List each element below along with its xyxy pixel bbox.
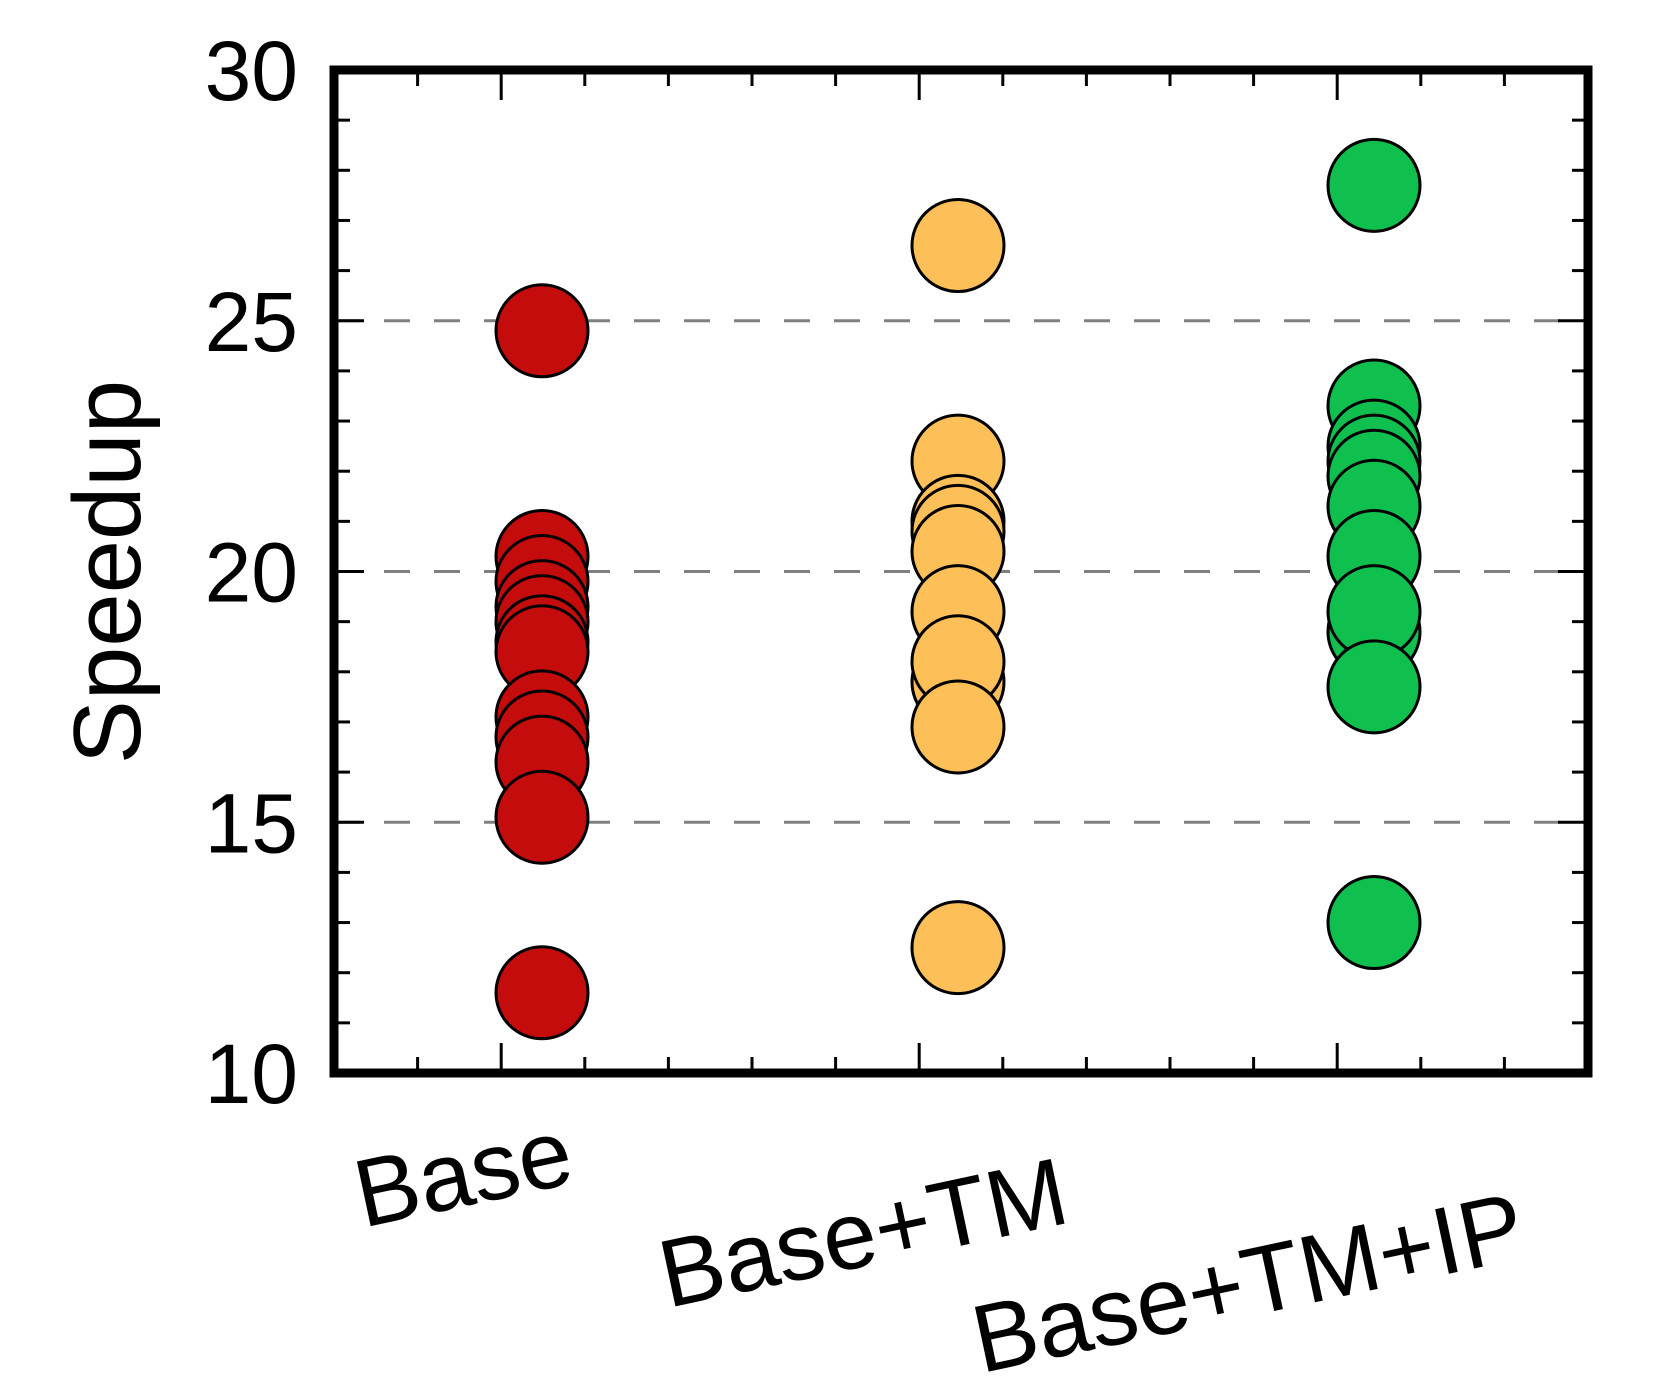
y-axis-title: Speedup [54,380,161,764]
data-point-0-0 [494,283,590,379]
data-points [494,137,1422,1041]
data-point-1-0 [910,198,1006,294]
y-tick-label-15: 15 [205,776,298,870]
y-tick-label-30: 30 [205,24,298,118]
plot-frame [329,65,1593,1078]
data-point-2-10 [1326,875,1422,971]
data-point-2-0 [1326,137,1422,233]
data-point-1-9 [910,900,1006,996]
y-tick-label-25: 25 [205,275,298,369]
category-label-0: Base [345,1098,581,1248]
y-tick-labels: 10 15 20 25 30 [205,24,298,1121]
y-tick-label-20: 20 [205,526,298,620]
data-point-1-8 [910,679,1006,775]
data-point-2-9 [1326,639,1422,735]
data-point-0-11 [494,945,590,1041]
y-tick-label-10: 10 [205,1027,298,1121]
data-point-0-10 [494,769,590,865]
